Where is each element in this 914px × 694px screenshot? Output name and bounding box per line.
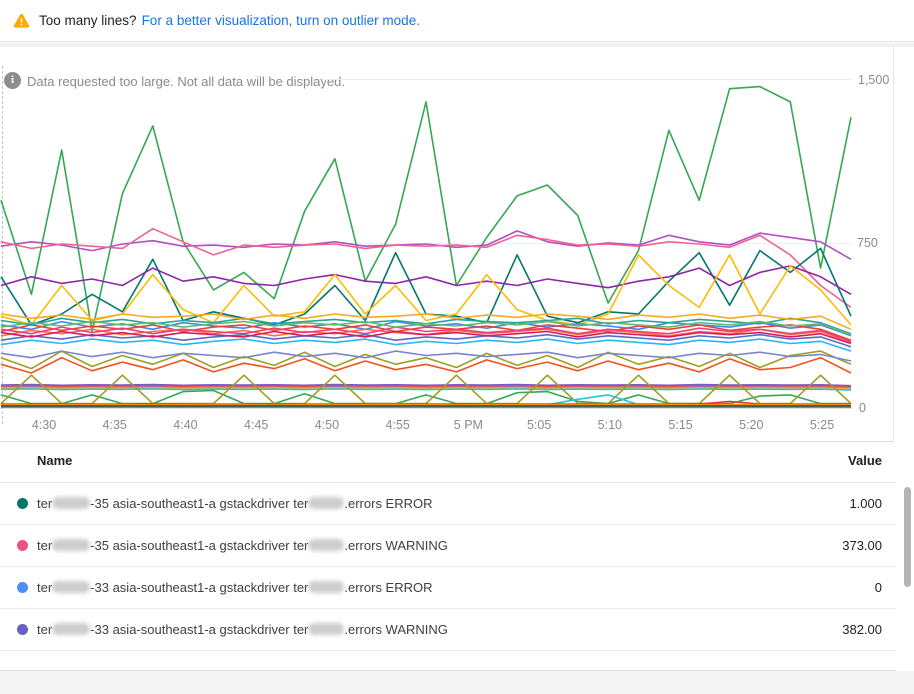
- series-flat-cyan: [0, 388, 852, 391]
- series-band-lightblue: [0, 338, 852, 352]
- table-row[interactable]: ter -35 asia-southeast1-a gstackdriver te…: [0, 483, 896, 525]
- redacted-text: [52, 581, 91, 593]
- legend-rows: ter -35 asia-southeast1-a gstackdriver te…: [0, 483, 896, 651]
- series-orange-zigzag: [0, 356, 852, 374]
- redacted-text: [52, 623, 91, 635]
- y-tick-750: 750: [857, 236, 878, 250]
- x-tick-label: 5 PM: [453, 418, 483, 432]
- warning-text: Too many lines?: [39, 13, 137, 28]
- x-tick-label: 5:05: [526, 418, 552, 432]
- series-band-blue: [0, 320, 852, 337]
- series-indigo-low: [0, 350, 852, 362]
- redacted-text: [52, 539, 91, 551]
- x-tick-label: 4:40: [173, 418, 198, 432]
- section-divider: [0, 43, 914, 47]
- x-tick-label: 4:45: [244, 418, 269, 432]
- x-tick-label: 4:30: [31, 418, 57, 432]
- series-band-green: [0, 320, 852, 336]
- series-band-red: [0, 324, 852, 341]
- y-tick-1500: 1,500: [858, 73, 890, 87]
- series-pink-750: [0, 227, 852, 309]
- x-tick-label: 5:15: [668, 418, 693, 432]
- column-header-value: Value: [848, 453, 882, 468]
- series-name: ter -33 asia-southeast1-a gstackdriver te…: [37, 580, 433, 595]
- series-name: ter -35 asia-southeast1-a gstackdriver te…: [37, 538, 448, 553]
- series-flat-blue: [0, 385, 852, 389]
- series-yellow-spiky: [0, 254, 852, 326]
- x-tick-label: 4:55: [385, 418, 410, 432]
- series-flat-purple: [0, 383, 852, 387]
- series-color-dot: [17, 582, 28, 593]
- redacted-text: [52, 497, 91, 509]
- x-axis-line: [0, 408, 852, 409]
- y-tick-0: 0: [859, 401, 866, 415]
- series-value: 0: [874, 580, 882, 595]
- x-tick-label: 5:20: [739, 418, 764, 432]
- redacted-text: [308, 623, 345, 635]
- x-tick-label: 5:10: [597, 418, 622, 432]
- info-icon: i: [4, 72, 21, 89]
- series-band-crimson: [0, 330, 852, 345]
- x-tick-label: 4:50: [314, 418, 340, 432]
- table-header-border: [0, 482, 896, 483]
- series-name: ter -33 asia-southeast1-a gstackdriver te…: [37, 622, 448, 637]
- redacted-text: [308, 539, 345, 551]
- left-dashed-axis: [2, 66, 3, 424]
- series-purple-600: [0, 265, 852, 295]
- series-band-indigo: [0, 333, 852, 348]
- series-band-pink: [0, 326, 852, 343]
- series-flat-orange: [0, 387, 852, 390]
- redacted-text: [308, 497, 345, 509]
- data-truncated-notice: Data requested too large. Not all data w…: [27, 74, 345, 89]
- series-magenta-750: [0, 230, 852, 260]
- scrollbar-thumb[interactable]: [904, 487, 911, 587]
- table-row[interactable]: ter -33 asia-southeast1-a gstackdriver te…: [0, 609, 896, 651]
- table-bottom-border: [0, 670, 896, 671]
- warning-banner: Too many lines? For a better visualizati…: [0, 0, 914, 42]
- table-row[interactable]: ter -35 asia-southeast1-a gstackdriver te…: [0, 525, 896, 567]
- chart-right-border: [893, 47, 894, 443]
- warning-icon: [13, 13, 30, 28]
- series-flat-red: [0, 384, 852, 388]
- series-value: 382.00: [842, 622, 882, 637]
- redacted-text: [308, 581, 345, 593]
- series-band-amber: [0, 313, 852, 331]
- series-value: 373.00: [842, 538, 882, 553]
- gridline-1500: [325, 79, 852, 80]
- series-value: 1.000: [849, 496, 882, 511]
- outlier-mode-link[interactable]: For a better visualization, turn on outl…: [141, 13, 420, 28]
- line-chart[interactable]: [0, 60, 853, 415]
- series-name: ter -35 asia-southeast1-a gstackdriver te…: [37, 496, 433, 511]
- series-color-dot: [17, 624, 28, 635]
- series-green-spiky: [0, 85, 852, 333]
- x-tick-label: 5:25: [809, 418, 835, 432]
- page-background-strip: [0, 671, 914, 694]
- table-top-border: [0, 441, 893, 442]
- series-olive-zigzag: [0, 350, 852, 370]
- series-color-dot: [17, 540, 28, 551]
- table-row[interactable]: ter -33 asia-southeast1-a gstackdriver te…: [0, 567, 896, 609]
- column-header-name: Name: [37, 453, 73, 468]
- x-tick-label: 4:35: [102, 418, 127, 432]
- series-color-dot: [17, 498, 28, 509]
